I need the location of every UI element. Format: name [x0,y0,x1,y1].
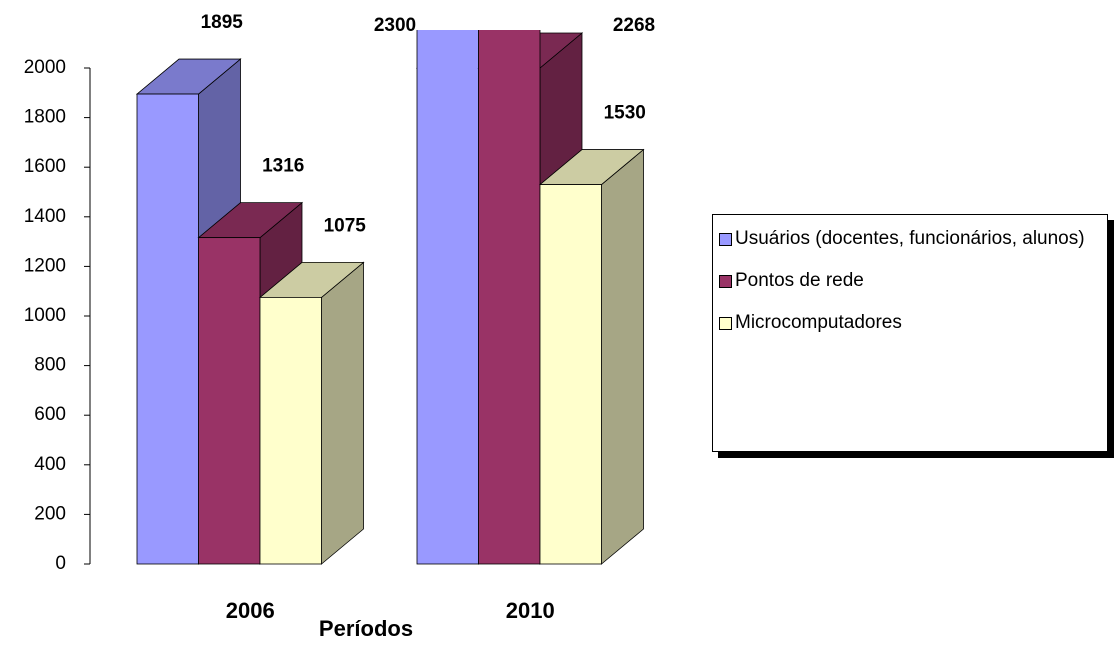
bar-side [321,261,364,565]
bar [136,93,199,565]
legend-swatch [719,233,732,246]
y-tick-label: 400 [34,454,66,475]
legend: Usuários (docentes, funcionários, alunos… [712,214,1108,452]
bar [478,30,541,565]
bar [259,296,322,565]
y-tick-label: 200 [34,503,66,524]
value-label: 2300 [374,15,416,36]
x-tick-label: 2006 [226,598,275,623]
value-label: 1316 [262,156,304,177]
legend-label: Microcomputadores [735,312,902,333]
legend-swatch [719,275,732,288]
legend-entry: Pontos de rede [719,269,1101,293]
bar [539,184,602,565]
y-tick-label: 800 [34,355,66,376]
legend-label: Pontos de rede [735,270,864,291]
legend-label: Usuários (docentes, funcionários, alunos… [735,228,1085,249]
bar [416,30,479,565]
x-axis-label: Períodos [319,616,413,641]
bar [198,237,261,565]
value-label: 1075 [324,215,367,236]
y-tick-label: 1200 [24,255,66,276]
legend-entry: Microcomputadores [719,311,1101,335]
y-tick-label: 1800 [24,107,66,128]
bar-side [601,148,644,565]
y-tick-label: 600 [34,404,66,425]
value-label: 1895 [201,12,244,33]
y-tick-label: 1600 [24,156,66,177]
legend-swatch [719,317,732,330]
bars [135,30,645,565]
y-tick-label: 1000 [24,305,66,326]
y-tick-label: 0 [55,553,66,574]
value-label: 1530 [604,103,646,124]
value-label: 2268 [613,15,655,36]
x-tick-label: 2010 [506,598,555,623]
legend-entry: Usuários (docentes, funcionários, alunos… [719,227,1101,251]
y-tick-label: 2000 [24,57,66,78]
y-tick-label: 1400 [24,206,66,227]
